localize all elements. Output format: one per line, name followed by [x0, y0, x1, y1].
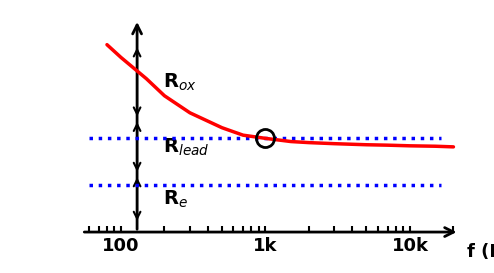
Text: R$_{lead}$: R$_{lead}$ [163, 136, 209, 158]
Text: R$_{ox}$: R$_{ox}$ [163, 71, 197, 93]
Text: f (Hz): f (Hz) [467, 243, 494, 261]
Text: R$_{e}$: R$_{e}$ [163, 188, 188, 210]
